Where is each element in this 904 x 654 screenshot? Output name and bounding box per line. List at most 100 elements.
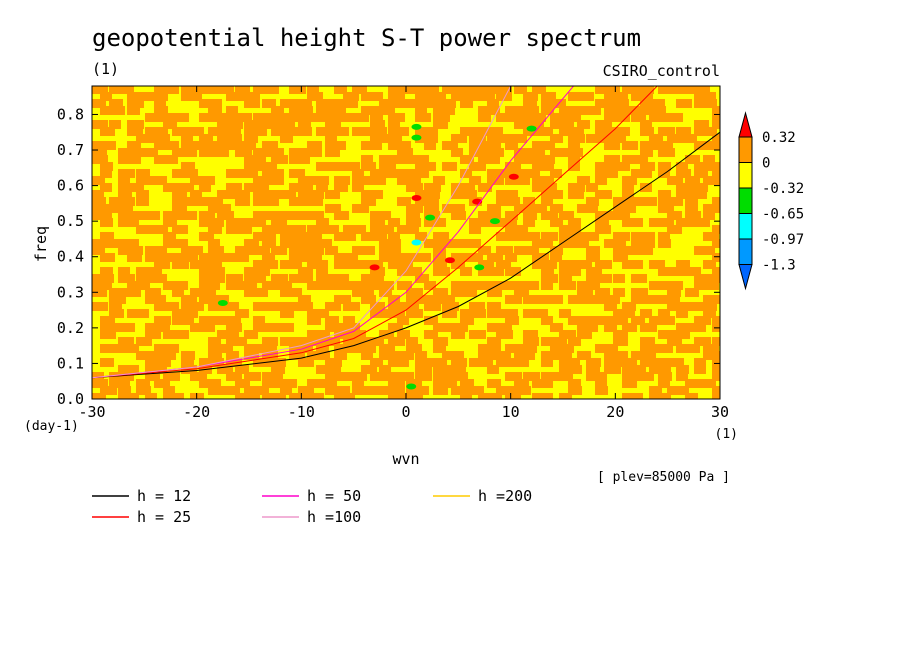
field-patch bbox=[595, 134, 609, 143]
field-patch bbox=[361, 176, 373, 185]
field-patch bbox=[172, 211, 188, 220]
field-patch bbox=[136, 190, 149, 199]
field-patch bbox=[226, 330, 239, 339]
field-patch bbox=[343, 232, 356, 241]
y-tick-label: 0.5 bbox=[57, 212, 84, 230]
spectral-spot bbox=[411, 123, 422, 130]
field-patch bbox=[712, 358, 720, 367]
field-patch bbox=[604, 86, 620, 94]
field-patch bbox=[145, 92, 161, 101]
field-patch bbox=[235, 190, 250, 199]
field-patch bbox=[208, 197, 223, 206]
y-tick-label: 0.3 bbox=[57, 283, 84, 301]
field-patch bbox=[289, 393, 303, 399]
field-patch bbox=[604, 106, 620, 115]
field-patch bbox=[658, 232, 670, 241]
field-patch bbox=[703, 127, 717, 136]
field-patch bbox=[280, 232, 294, 241]
field-patch bbox=[703, 162, 716, 171]
field-patch bbox=[496, 92, 512, 101]
field-patch bbox=[613, 351, 628, 360]
field-patch bbox=[397, 148, 413, 157]
field-patch bbox=[505, 211, 518, 220]
field-patch bbox=[487, 351, 501, 360]
field-patch bbox=[523, 372, 540, 381]
field-patch bbox=[298, 106, 313, 115]
field-patch bbox=[118, 372, 134, 381]
field-patch bbox=[298, 183, 313, 192]
field-patch bbox=[424, 295, 440, 304]
field-patch bbox=[370, 309, 387, 318]
field-patch bbox=[217, 127, 233, 136]
field-patch bbox=[92, 148, 107, 157]
field-patch bbox=[325, 281, 342, 290]
field-patch bbox=[550, 218, 563, 227]
field-patch bbox=[262, 302, 278, 311]
field-patch bbox=[163, 120, 177, 129]
field-patch bbox=[505, 267, 521, 276]
field-patch bbox=[208, 351, 222, 360]
field-patch bbox=[568, 225, 581, 234]
field-patch bbox=[334, 141, 346, 150]
field-patch bbox=[559, 393, 572, 399]
field-patch bbox=[109, 344, 121, 353]
field-patch bbox=[451, 358, 467, 367]
field-patch bbox=[559, 358, 576, 367]
field-patch bbox=[460, 155, 474, 164]
field-patch bbox=[496, 309, 508, 318]
field-patch bbox=[397, 225, 409, 234]
field-patch bbox=[406, 253, 420, 262]
field-patch bbox=[181, 295, 197, 304]
field-patch bbox=[433, 176, 445, 185]
y-tick-label: 0.4 bbox=[57, 248, 84, 266]
field-patch bbox=[298, 267, 313, 276]
field-patch bbox=[595, 379, 607, 388]
field-patch bbox=[622, 86, 636, 94]
field-patch bbox=[460, 99, 473, 108]
field-patch bbox=[622, 204, 636, 213]
field-patch bbox=[226, 316, 241, 325]
field-patch bbox=[676, 134, 693, 143]
field-patch bbox=[415, 365, 432, 374]
field-patch bbox=[595, 218, 609, 227]
field-patch bbox=[361, 92, 373, 101]
field-patch bbox=[415, 134, 430, 143]
field-patch bbox=[406, 337, 418, 346]
field-patch bbox=[262, 225, 276, 234]
field-patch bbox=[469, 225, 481, 234]
field-patch bbox=[154, 316, 171, 325]
field-patch bbox=[595, 295, 607, 304]
field-patch bbox=[352, 281, 365, 290]
field-patch bbox=[289, 274, 302, 283]
field-patch bbox=[388, 260, 402, 269]
field-patch bbox=[604, 169, 618, 178]
field-patch bbox=[118, 204, 133, 213]
field-patch bbox=[235, 141, 251, 150]
legend-label: h =100 bbox=[307, 508, 361, 526]
field-patch bbox=[154, 92, 168, 101]
field-patch bbox=[622, 155, 636, 164]
field-patch bbox=[271, 120, 288, 129]
field-patch bbox=[271, 393, 286, 399]
field-patch bbox=[316, 365, 329, 374]
field-patch bbox=[397, 316, 409, 325]
field-patch bbox=[244, 120, 260, 129]
plev-annotation: [ plev=85000 Pa ] bbox=[597, 470, 730, 485]
field-patch bbox=[370, 141, 382, 150]
field-patch bbox=[100, 344, 112, 353]
field-patch bbox=[163, 281, 177, 290]
field-patch bbox=[172, 183, 185, 192]
field-patch bbox=[424, 92, 436, 101]
field-patch bbox=[658, 148, 675, 157]
field-patch bbox=[631, 274, 647, 283]
field-patch bbox=[514, 386, 531, 395]
field-patch bbox=[712, 197, 720, 206]
field-patch bbox=[379, 365, 391, 374]
field-patch bbox=[640, 344, 656, 353]
field-patch bbox=[415, 386, 429, 395]
field-patch bbox=[208, 337, 221, 346]
field-patch bbox=[514, 169, 526, 178]
field-patch bbox=[100, 183, 112, 192]
field-patch bbox=[478, 155, 492, 164]
field-patch bbox=[334, 274, 349, 283]
